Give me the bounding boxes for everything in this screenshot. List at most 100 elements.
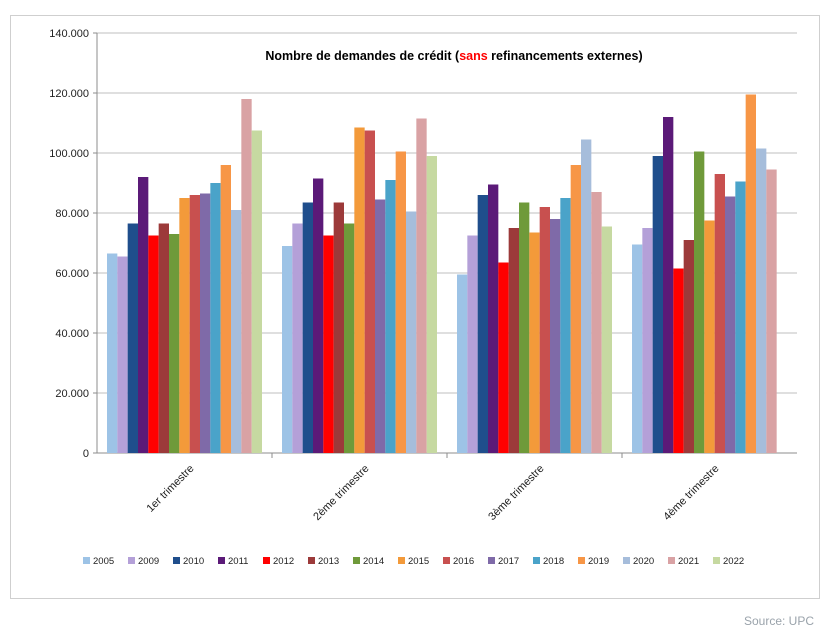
bar xyxy=(282,246,293,453)
source-label: Source: UPC xyxy=(743,614,814,628)
y-tick-label: 120.000 xyxy=(49,88,89,100)
bar xyxy=(632,244,643,453)
bar-chart: 0 20.000 40.000 60.000 80.000 100.000 120.000 1… xyxy=(49,28,797,567)
bar xyxy=(179,198,190,453)
legend-swatch xyxy=(578,557,585,564)
legend-swatch xyxy=(218,557,225,564)
bar xyxy=(694,151,705,453)
bar xyxy=(385,180,396,453)
legend-label: 2015 xyxy=(408,556,429,567)
bar xyxy=(488,184,499,453)
bar xyxy=(663,117,674,453)
legend-label: 2005 xyxy=(93,556,114,567)
legend-label: 2019 xyxy=(588,556,609,567)
bar xyxy=(591,192,602,453)
bar xyxy=(735,181,746,453)
y-tick-label: 20.000 xyxy=(55,388,89,400)
legend-label: 2013 xyxy=(318,556,339,567)
bar xyxy=(467,235,478,453)
bar xyxy=(756,148,767,453)
legend-label: 2016 xyxy=(453,556,474,567)
bar xyxy=(333,202,344,453)
bar xyxy=(241,99,252,453)
bar xyxy=(745,94,756,453)
bar xyxy=(313,178,324,453)
bar xyxy=(529,232,540,453)
bar xyxy=(539,207,550,453)
bar xyxy=(766,169,777,453)
legend-label: 2018 xyxy=(543,556,564,567)
chart-title: Nombre de demandes de crédit (sans refin… xyxy=(265,49,642,63)
legend-label: 2017 xyxy=(498,556,519,567)
x-tick-label: 1er trimestre xyxy=(144,463,196,515)
y-tick-label: 80.000 xyxy=(55,208,89,220)
bar xyxy=(652,156,663,453)
bar xyxy=(406,211,417,453)
bar xyxy=(477,195,488,453)
bar xyxy=(498,262,509,453)
x-tick-label: 2ème trimestre xyxy=(311,463,371,523)
x-tick-label: 3ème trimestre xyxy=(486,463,546,523)
legend-label: 2010 xyxy=(183,556,204,567)
legend-swatch xyxy=(623,557,630,564)
bar xyxy=(725,196,736,453)
legend-swatch xyxy=(668,557,675,564)
bar xyxy=(581,139,592,453)
bar xyxy=(189,195,200,453)
legend-swatch xyxy=(533,557,540,564)
bar xyxy=(416,118,427,453)
x-tick-label: 4ème trimestre xyxy=(661,463,721,523)
bar xyxy=(519,202,530,453)
bar xyxy=(251,130,262,453)
bar xyxy=(220,165,231,453)
bar xyxy=(570,165,581,453)
bar xyxy=(457,274,468,453)
bar xyxy=(158,223,169,453)
bar xyxy=(169,234,180,453)
legend-label: 2011 xyxy=(228,556,248,567)
legend-label: 2009 xyxy=(138,556,159,567)
legend-label: 2021 xyxy=(678,556,699,567)
bar xyxy=(302,202,313,453)
y-tick-label: 0 xyxy=(83,448,89,460)
bar xyxy=(704,220,715,453)
legend-swatch xyxy=(173,557,180,564)
legend-label: 2020 xyxy=(633,556,654,567)
chart-frame: 0 20.000 40.000 60.000 80.000 100.000 120.000 1… xyxy=(10,15,820,599)
bar xyxy=(601,226,612,453)
legend-label: 2012 xyxy=(273,556,294,567)
bar xyxy=(426,156,437,453)
bar xyxy=(231,210,242,453)
bar xyxy=(200,193,211,453)
legend-swatch xyxy=(488,557,495,564)
bar xyxy=(673,268,684,453)
legend-swatch xyxy=(128,557,135,564)
bar xyxy=(107,253,118,453)
bar xyxy=(138,177,149,453)
legend-label: 2014 xyxy=(363,556,384,567)
bar xyxy=(714,174,725,453)
legend-swatch xyxy=(83,557,90,564)
bar xyxy=(210,183,221,453)
legend-swatch xyxy=(443,557,450,564)
bar xyxy=(117,256,128,453)
y-tick-label: 140.000 xyxy=(49,28,89,40)
bar xyxy=(127,223,138,453)
bar xyxy=(560,198,571,453)
legend-swatch xyxy=(308,557,315,564)
bar xyxy=(642,228,653,453)
bar xyxy=(344,223,355,453)
bar xyxy=(354,127,365,453)
legend-swatch xyxy=(353,557,360,564)
y-tick-label: 40.000 xyxy=(55,328,89,340)
bar xyxy=(323,235,334,453)
bar xyxy=(364,130,375,453)
bar xyxy=(148,235,159,453)
y-tick-label: 100.000 xyxy=(49,148,89,160)
legend-swatch xyxy=(263,557,270,564)
y-tick-label: 60.000 xyxy=(55,268,89,280)
bar xyxy=(683,240,694,453)
legend-swatch xyxy=(398,557,405,564)
bar xyxy=(550,219,561,453)
bar xyxy=(395,151,406,453)
